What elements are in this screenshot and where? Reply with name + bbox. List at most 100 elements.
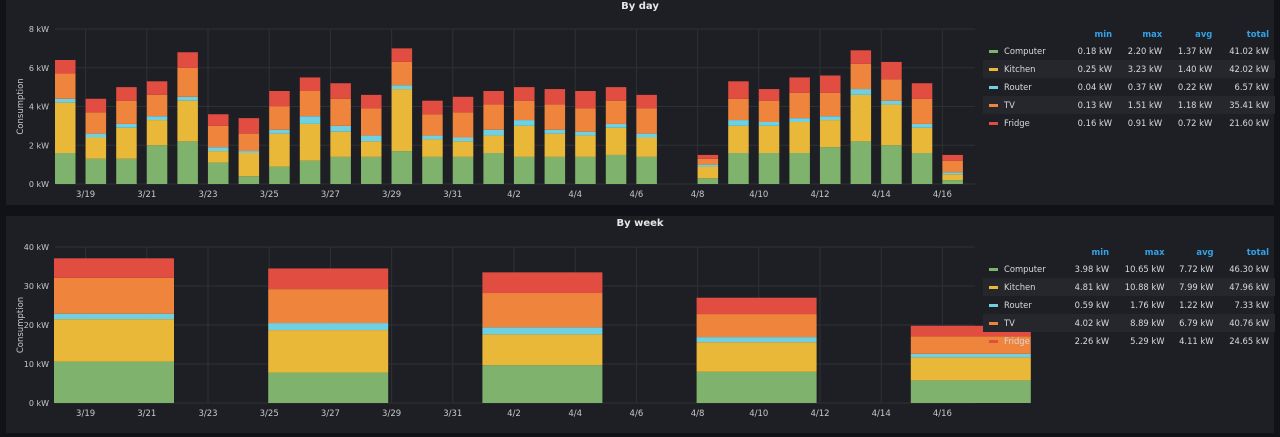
x-tick-label: 3/25 <box>260 409 279 419</box>
panel-by-day: By day 0 kW 2 kW 4 kW 6 kW 8 kW 3/19 3/21 3/23 3… <box>6 0 1275 205</box>
legend-row[interactable]: Computer 3.98 kW 10.65 kW 7.72 kW 46.30 kW <box>983 260 1275 278</box>
bar-segment-kitchen <box>268 330 389 373</box>
legend-value-max: 10.88 kW <box>1115 278 1171 296</box>
x-tick-label: 4/12 <box>810 190 829 200</box>
bar-segment-router <box>54 313 174 320</box>
x-tick-label: 3/23 <box>198 409 217 419</box>
bar-segment-tv <box>361 108 382 136</box>
legend-row[interactable]: Computer 0.18 kW 2.20 kW 1.37 kW 41.02 kW <box>983 42 1275 60</box>
bar-segment-fridge <box>514 87 535 101</box>
bar-segment-kitchen <box>911 127 933 153</box>
legend-series-name[interactable]: Computer <box>983 260 1066 278</box>
bar-segment-tv <box>482 293 603 328</box>
legend-series-name[interactable]: TV <box>983 96 1068 114</box>
bar-segment-fridge <box>910 325 1031 337</box>
bar-segment-computer <box>177 141 198 184</box>
legend-swatch[interactable] <box>989 68 998 71</box>
legend-value-total: 47.96 kW <box>1219 278 1275 296</box>
legend-header-max[interactable]: max <box>1144 246 1165 257</box>
bar-segment-tv <box>268 289 389 324</box>
bar-segment-router <box>728 120 749 126</box>
legend-row[interactable]: Kitchen 0.25 kW 3.23 kW 1.40 kW 42.02 kW <box>983 60 1275 78</box>
bar-segment-fridge <box>85 98 107 113</box>
legend-swatch[interactable] <box>989 286 998 289</box>
bar-segment-router <box>208 147 229 152</box>
legend-series-name[interactable]: Kitchen <box>983 60 1068 78</box>
legend-swatch[interactable] <box>989 122 998 125</box>
legend-swatch[interactable] <box>989 304 998 307</box>
bar-segment-computer <box>789 153 810 184</box>
bar-segment-computer <box>910 380 1031 403</box>
legend-by-day: min max avg total Computer 0.18 kW 2.20 kW 1.37… <box>983 25 1275 132</box>
legend-series-name[interactable]: Kitchen <box>983 278 1067 296</box>
legend-series-name[interactable]: Router <box>983 78 1068 96</box>
bar-segment-tv <box>177 67 198 97</box>
bar-segment-tv <box>85 112 107 134</box>
legend-header-max[interactable]: max <box>1142 28 1163 39</box>
bar-segment-tv <box>910 336 1031 354</box>
bar-segment-fridge <box>269 91 290 107</box>
bar-segment-router <box>942 172 963 175</box>
legend-series-name[interactable]: Fridge <box>983 332 1066 350</box>
bar-segment-tv <box>697 158 719 165</box>
legend-value-min: 0.13 kW <box>1068 96 1119 114</box>
legend-value-avg: 0.22 kW <box>1177 82 1213 92</box>
bar-segment-tv <box>483 104 504 130</box>
legend-header-total[interactable]: total <box>1246 246 1269 257</box>
legend-series-name[interactable]: Fridge <box>983 114 1068 132</box>
legend-row[interactable]: Router 0.59 kW 1.76 kW 1.22 kW 7.33 kW <box>983 296 1275 314</box>
bar-segment-fridge <box>483 91 504 105</box>
legend-swatch[interactable] <box>989 86 998 89</box>
legend-value-min: 0.18 kW <box>1077 46 1113 56</box>
x-tick-label: 4/14 <box>872 190 891 200</box>
legend-series-name[interactable]: Router <box>983 296 1066 314</box>
bar-segment-computer <box>116 158 137 184</box>
legend-header-min[interactable]: min <box>1091 246 1110 257</box>
legend-swatch[interactable] <box>989 268 998 271</box>
bar-segment-kitchen <box>238 153 260 177</box>
legend-header-min[interactable]: min <box>1094 28 1113 39</box>
legend-swatch[interactable] <box>989 340 998 343</box>
legend-value-avg: 1.40 kW <box>1168 60 1219 78</box>
bar-segment-kitchen <box>177 100 198 142</box>
legend-swatch[interactable] <box>989 50 998 53</box>
x-tick-label: 3/21 <box>137 190 156 200</box>
legend-value-max: 0.37 kW <box>1127 82 1163 92</box>
panel-title[interactable]: By week <box>616 218 664 229</box>
bar-segment-fridge <box>422 100 443 115</box>
bar-segment-computer <box>391 151 413 184</box>
bar-segment-computer <box>268 372 389 403</box>
bar-segment-kitchen <box>820 120 841 148</box>
legend-value-avg: 0.72 kW <box>1177 118 1213 128</box>
legend-value-total: 24.65 kW <box>1229 336 1269 346</box>
bar-segment-router <box>544 129 566 134</box>
legend-row[interactable]: Fridge 2.26 kW 5.29 kW 4.11 kW 24.65 kW <box>983 332 1275 350</box>
bar-segment-router <box>330 125 351 132</box>
legend-value-max: 0.91 kW <box>1127 118 1163 128</box>
bar-segment-tv <box>269 106 290 130</box>
legend-header-avg[interactable]: avg <box>1195 28 1213 39</box>
bar-segment-kitchen <box>146 120 168 146</box>
y-tick-label: 0 kW <box>29 180 49 189</box>
legend-row[interactable]: Router 0.04 kW 0.37 kW 0.22 kW 6.57 kW <box>983 78 1275 96</box>
legend-swatch[interactable] <box>989 104 998 107</box>
bar-segment-tv <box>514 100 535 121</box>
legend-swatch[interactable] <box>989 322 998 325</box>
legend-row[interactable]: Kitchen 4.81 kW 10.88 kW 7.99 kW 47.96 kW <box>983 278 1275 296</box>
y-tick-label: 20 kW <box>24 321 49 330</box>
x-tick-label: 4/10 <box>749 409 768 419</box>
legend-header-total[interactable]: total <box>1246 28 1269 39</box>
legend-series-name[interactable]: TV <box>983 314 1067 332</box>
bar-segment-kitchen <box>330 131 351 157</box>
legend-row[interactable]: TV 0.13 kW 1.51 kW 1.18 kW 35.41 kW <box>983 96 1275 114</box>
bar-segment-tv <box>758 100 780 122</box>
legend-value-max: 5.29 kW <box>1130 336 1165 346</box>
legend-header-avg[interactable]: avg <box>1196 246 1214 257</box>
legend-series-name[interactable]: Computer <box>983 42 1068 60</box>
legend-row[interactable]: TV 4.02 kW 8.89 kW 6.79 kW 40.76 kW <box>983 314 1275 332</box>
x-tick-label: 3/27 <box>321 409 340 419</box>
x-tick-label: 4/12 <box>810 409 829 419</box>
bar-segment-router <box>299 116 321 124</box>
legend-row[interactable]: Fridge 0.16 kW 0.91 kW 0.72 kW 21.60 kW <box>983 114 1275 132</box>
panel-title[interactable]: By day <box>621 1 659 12</box>
